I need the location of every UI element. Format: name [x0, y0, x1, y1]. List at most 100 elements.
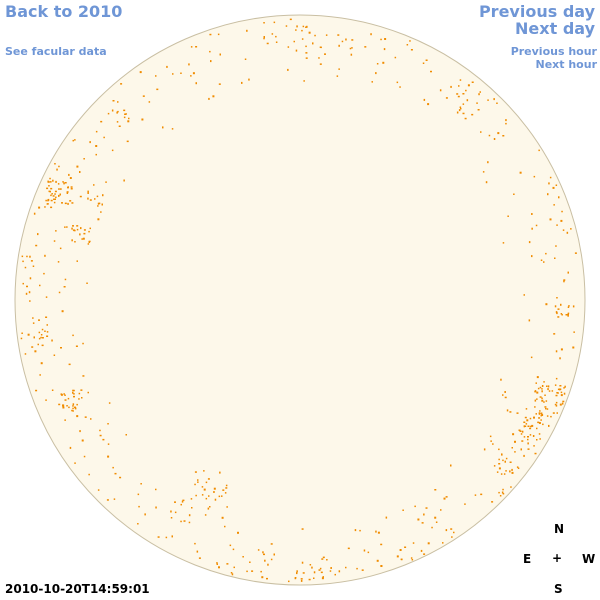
facula-point: [112, 100, 115, 102]
facula-point: [567, 315, 569, 317]
facula-point: [502, 493, 505, 495]
next-hour-link[interactable]: Next hour: [535, 58, 598, 71]
facula-point: [504, 396, 507, 399]
facula-point: [46, 331, 49, 333]
facula-point: [417, 518, 420, 521]
facula-point: [422, 62, 425, 64]
facula-point: [502, 488, 504, 491]
facula-point: [205, 481, 208, 484]
facula-point: [322, 576, 324, 578]
next-day-link[interactable]: Next day: [515, 19, 595, 38]
facula-point: [88, 473, 90, 476]
facula-point: [338, 44, 340, 47]
facula-point: [40, 334, 43, 336]
facula-point: [226, 563, 229, 565]
facula-point: [509, 470, 511, 473]
facula-point: [478, 93, 480, 96]
facula-point: [516, 466, 519, 468]
facula-point: [531, 424, 534, 427]
facula-point: [196, 550, 199, 553]
see-facular-data-link[interactable]: See facular data: [5, 45, 107, 58]
facula-point: [79, 171, 81, 173]
facula-point: [554, 403, 557, 406]
facula-point: [263, 37, 265, 40]
facula-point: [528, 319, 531, 322]
facula-point: [41, 337, 44, 339]
facula-point: [406, 44, 409, 46]
facula-point: [264, 559, 266, 562]
facula-point: [537, 387, 540, 390]
facula-point: [520, 433, 523, 435]
facula-point: [434, 516, 437, 519]
facula-point: [57, 261, 60, 263]
facula-point: [539, 396, 542, 398]
facula-point: [541, 397, 543, 399]
facula-point: [466, 99, 469, 102]
previous-hour-link[interactable]: Previous hour: [510, 45, 597, 58]
facula-point: [531, 255, 533, 258]
facula-point: [302, 25, 305, 28]
facula-point: [224, 492, 227, 494]
facula-point: [548, 424, 550, 427]
facula-point: [162, 126, 164, 129]
facula-point: [90, 418, 92, 420]
facula-point: [266, 577, 268, 580]
facula-point: [117, 110, 119, 113]
facula-point: [120, 83, 123, 85]
facula-point: [505, 119, 507, 122]
facula-point: [58, 291, 61, 294]
facula-point: [95, 145, 98, 147]
facula-point: [45, 316, 48, 318]
facula-point: [435, 521, 438, 523]
facula-point: [56, 168, 58, 171]
facula-point: [24, 353, 27, 355]
facula-point: [41, 344, 44, 347]
facula-point: [210, 60, 212, 63]
facula-point: [87, 243, 90, 245]
facula-point: [203, 470, 205, 472]
facula-point: [197, 479, 199, 481]
facula-point: [263, 22, 265, 24]
facula-point: [456, 93, 459, 95]
facula-point: [190, 498, 193, 500]
back-to-year-link[interactable]: Back to 2010: [5, 2, 123, 21]
facula-point: [410, 557, 413, 559]
facula-point: [47, 181, 50, 183]
facula-point: [498, 448, 500, 451]
facula-point: [538, 417, 541, 419]
facula-point: [493, 138, 496, 140]
facula-point: [63, 393, 65, 395]
facula-point: [555, 394, 558, 397]
facula-point: [313, 577, 315, 579]
facula-point: [31, 346, 34, 348]
facula-point: [267, 563, 269, 566]
facula-point: [44, 330, 46, 332]
facula-point: [89, 141, 91, 144]
facula-point: [410, 49, 413, 51]
facula-point: [376, 63, 379, 65]
facula-point: [78, 398, 80, 400]
facula-point: [538, 422, 541, 424]
facula-point: [480, 131, 482, 133]
facula-point: [70, 188, 73, 190]
facula-point: [544, 394, 546, 396]
facula-point: [46, 187, 49, 190]
facula-point: [445, 496, 448, 498]
facula-point: [60, 347, 62, 349]
facula-point: [229, 544, 232, 547]
facula-point: [350, 53, 353, 56]
facula-point: [263, 36, 265, 38]
facula-point: [138, 505, 140, 508]
facula-point: [320, 571, 323, 574]
facula-point: [567, 313, 569, 316]
facula-point: [534, 399, 537, 402]
previous-day-link[interactable]: Previous day: [478, 2, 595, 21]
facula-point: [409, 40, 411, 42]
facula-point: [445, 97, 448, 99]
facula-point: [562, 400, 565, 403]
facula-point: [500, 378, 502, 381]
facula-point: [248, 78, 250, 81]
facula-point: [246, 570, 248, 573]
facula-point: [305, 45, 307, 48]
facula-point: [520, 448, 522, 451]
